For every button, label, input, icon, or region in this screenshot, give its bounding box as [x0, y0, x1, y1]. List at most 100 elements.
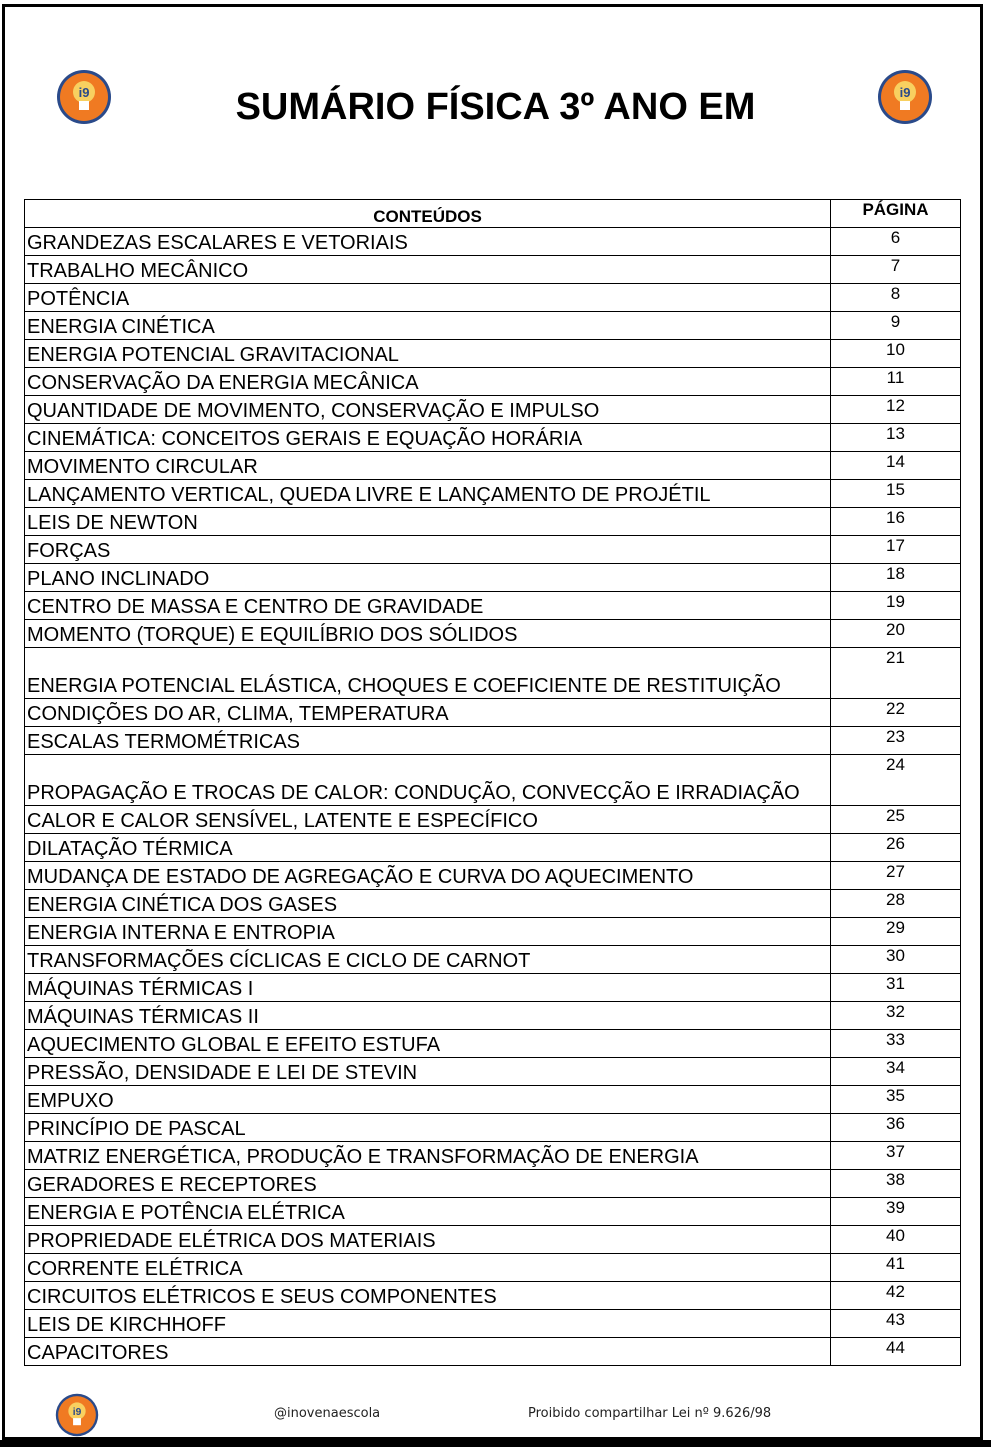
row-content: TRABALHO MECÂNICO	[24, 255, 831, 284]
table-row: PRESSÃO, DENSIDADE E LEI DE STEVIN 34	[24, 1057, 961, 1086]
row-content: PROPRIEDADE ELÉTRICA DOS MATERIAIS	[24, 1225, 831, 1254]
row-page: 22	[830, 698, 961, 727]
row-page: 37	[830, 1141, 961, 1170]
row-page: 12	[830, 395, 961, 424]
table-row: ENERGIA INTERNA E ENTROPIA 29	[24, 917, 961, 946]
row-page: 9	[830, 311, 961, 340]
logo-right: i9	[878, 70, 932, 124]
row-content: PRESSÃO, DENSIDADE E LEI DE STEVIN	[24, 1057, 831, 1086]
table-row: PROPAGAÇÃO E TROCAS DE CALOR: CONDUÇÃO, …	[24, 754, 961, 806]
row-content: PRINCÍPIO DE PASCAL	[24, 1113, 831, 1142]
table-row: ESCALAS TERMOMÉTRICAS 23	[24, 726, 961, 755]
row-page: 19	[830, 591, 961, 620]
table-row: AQUECIMENTO GLOBAL E EFEITO ESTUFA 33	[24, 1029, 961, 1058]
table-row: MATRIZ ENERGÉTICA, PRODUÇÃO E TRANSFORMA…	[24, 1141, 961, 1170]
table-header: CONTEÚDOS PÁGINA	[24, 199, 961, 228]
table-row: PRINCÍPIO DE PASCAL 36	[24, 1113, 961, 1142]
row-content: MATRIZ ENERGÉTICA, PRODUÇÃO E TRANSFORMA…	[24, 1141, 831, 1170]
footer-notice: Proibido compartilhar Lei nº 9.626/98	[528, 1406, 772, 1421]
table-row: GERADORES E RECEPTORES 38	[24, 1169, 961, 1198]
row-content: CAPACITORES	[24, 1337, 831, 1366]
row-content: MOVIMENTO CIRCULAR	[24, 451, 831, 480]
table-row: PLANO INCLINADO 18	[24, 563, 961, 592]
row-content: MÁQUINAS TÉRMICAS II	[24, 1001, 831, 1030]
row-content: ENERGIA POTENCIAL GRAVITACIONAL	[24, 339, 831, 368]
row-page: 6	[830, 227, 961, 256]
table-row: ENERGIA E POTÊNCIA ELÉTRICA 39	[24, 1197, 961, 1226]
row-page: 24	[830, 754, 961, 806]
row-content: MUDANÇA DE ESTADO DE AGREGAÇÃO E CURVA D…	[24, 861, 831, 890]
row-content: CIRCUITOS ELÉTRICOS E SEUS COMPONENTES	[24, 1281, 831, 1310]
logo-footer: i9	[55, 1393, 99, 1437]
row-content: ENERGIA POTENCIAL ELÁSTICA, CHOQUES E CO…	[24, 647, 831, 699]
row-page: 42	[830, 1281, 961, 1310]
table-row: LANÇAMENTO VERTICAL, QUEDA LIVRE E LANÇA…	[24, 479, 961, 508]
row-content: GRANDEZAS ESCALARES E VETORIAIS	[24, 227, 831, 256]
row-page: 44	[830, 1337, 961, 1366]
row-content: CORRENTE ELÉTRICA	[24, 1253, 831, 1282]
row-content: ENERGIA E POTÊNCIA ELÉTRICA	[24, 1197, 831, 1226]
row-content: LEIS DE NEWTON	[24, 507, 831, 536]
table-row: CINEMÁTICA: CONCEITOS GERAIS E EQUAÇÃO H…	[24, 423, 961, 452]
row-page: 11	[830, 367, 961, 396]
row-content: AQUECIMENTO GLOBAL E EFEITO ESTUFA	[24, 1029, 831, 1058]
row-page: 16	[830, 507, 961, 536]
page-title: SUMÁRIO FÍSICA 3º ANO EM	[235, 86, 756, 128]
table-row: TRABALHO MECÂNICO 7	[24, 255, 961, 284]
table-row: MOVIMENTO CIRCULAR 14	[24, 451, 961, 480]
row-content: POTÊNCIA	[24, 283, 831, 312]
row-content: QUANTIDADE DE MOVIMENTO, CONSERVAÇÃO E I…	[24, 395, 831, 424]
row-content: EMPUXO	[24, 1085, 831, 1114]
row-page: 15	[830, 479, 961, 508]
table-row: CORRENTE ELÉTRICA 41	[24, 1253, 961, 1282]
row-content: CONSERVAÇÃO DA ENERGIA MECÂNICA	[24, 367, 831, 396]
row-content: ENERGIA CINÉTICA DOS GASES	[24, 889, 831, 918]
table-row: TRANSFORMAÇÕES CÍCLICAS E CICLO DE CARNO…	[24, 945, 961, 974]
table-row: CIRCUITOS ELÉTRICOS E SEUS COMPONENTES 42	[24, 1281, 961, 1310]
svg-text:i9: i9	[73, 1407, 82, 1418]
table-row: LEIS DE NEWTON 16	[24, 507, 961, 536]
row-content: MOMENTO (TORQUE) E EQUILÍBRIO DOS SÓLIDO…	[24, 619, 831, 648]
row-content: ENERGIA INTERNA E ENTROPIA	[24, 917, 831, 946]
row-page: 31	[830, 973, 961, 1002]
table-row: CALOR E CALOR SENSÍVEL, LATENTE E ESPECÍ…	[24, 805, 961, 834]
row-content: MÁQUINAS TÉRMICAS I	[24, 973, 831, 1002]
row-content: ENERGIA CINÉTICA	[24, 311, 831, 340]
row-content: DILATAÇÃO TÉRMICA	[24, 833, 831, 862]
table-row: ENERGIA CINÉTICA DOS GASES 28	[24, 889, 961, 918]
table-row: QUANTIDADE DE MOVIMENTO, CONSERVAÇÃO E I…	[24, 395, 961, 424]
contents-table: CONTEÚDOS PÁGINA GRANDEZAS ESCALARES E V…	[24, 199, 961, 1366]
table-row: DILATAÇÃO TÉRMICA 26	[24, 833, 961, 862]
table-row: PROPRIEDADE ELÉTRICA DOS MATERIAIS 40	[24, 1225, 961, 1254]
row-page: 13	[830, 423, 961, 452]
row-page: 20	[830, 619, 961, 648]
row-page: 35	[830, 1085, 961, 1114]
row-page: 26	[830, 833, 961, 862]
row-page: 10	[830, 339, 961, 368]
footer-handle: @inovenaescola	[274, 1406, 381, 1421]
row-content: TRANSFORMAÇÕES CÍCLICAS E CICLO DE CARNO…	[24, 945, 831, 974]
page-frame	[2, 4, 983, 1440]
row-content: PROPAGAÇÃO E TROCAS DE CALOR: CONDUÇÃO, …	[24, 754, 831, 806]
row-content: CENTRO DE MASSA E CENTRO DE GRAVIDADE	[24, 591, 831, 620]
row-content: LEIS DE KIRCHHOFF	[24, 1309, 831, 1338]
table-row: CONSERVAÇÃO DA ENERGIA MECÂNICA 11	[24, 367, 961, 396]
row-page: 27	[830, 861, 961, 890]
row-page: 38	[830, 1169, 961, 1198]
table-row: CENTRO DE MASSA E CENTRO DE GRAVIDADE 19	[24, 591, 961, 620]
row-content: LANÇAMENTO VERTICAL, QUEDA LIVRE E LANÇA…	[24, 479, 831, 508]
row-page: 17	[830, 535, 961, 564]
row-page: 41	[830, 1253, 961, 1282]
row-page: 40	[830, 1225, 961, 1254]
row-content: CONDIÇÕES DO AR, CLIMA, TEMPERATURA	[24, 698, 831, 727]
row-content: FORÇAS	[24, 535, 831, 564]
row-page: 29	[830, 917, 961, 946]
row-page: 21	[830, 647, 961, 699]
table-row: ENERGIA CINÉTICA 9	[24, 311, 961, 340]
table-row: FORÇAS 17	[24, 535, 961, 564]
row-page: 36	[830, 1113, 961, 1142]
row-page: 23	[830, 726, 961, 755]
row-content: PLANO INCLINADO	[24, 563, 831, 592]
svg-text:i9: i9	[900, 85, 911, 100]
row-page: 33	[830, 1029, 961, 1058]
